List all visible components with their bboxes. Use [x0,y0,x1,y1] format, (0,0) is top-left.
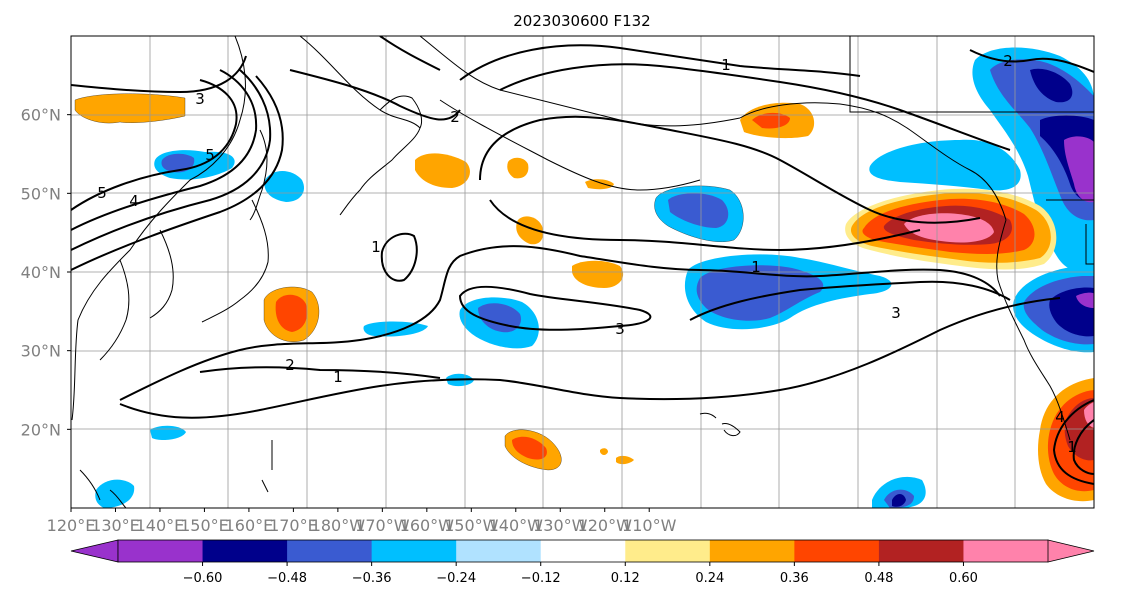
colorbar-swatch [709,540,795,562]
colorbar-swatch [878,540,964,562]
contour-label: 1 [333,368,343,386]
colorbar-swatch [118,540,204,562]
map-area [71,36,1094,508]
colorbar-tick-label: −0.24 [436,571,476,586]
latitude-ticks: 20°N 30°N 40°N 50°N 60°N [21,106,71,439]
contour-label: 1 [371,238,381,256]
colorbar-swatch [202,540,288,562]
colorbar-swatch [963,540,1049,562]
lon-tick-label: 110°W [622,516,677,535]
colorbar-tick-label: 0.24 [695,571,724,586]
lat-tick-label: 20°N [21,420,61,439]
lat-tick-label: 60°N [21,106,61,125]
colorbar-tick-label: 0.12 [611,571,640,586]
lon-tick-label: 120°E [47,516,96,535]
figure-title: 2023030600 F132 [513,12,650,30]
anomaly-fills [74,47,1094,508]
lon-tick-label: 180°W [311,516,366,535]
colorbar-swatch [456,540,542,562]
contour-label: 3 [615,320,625,338]
colorbar-tick-label: −0.48 [267,571,307,586]
contour-label: 5 [97,184,107,202]
lon-tick-label: 150°E [180,516,229,535]
colorbar-tick-label: 0.36 [780,571,809,586]
lon-tick-label: 150°W [444,516,499,535]
lon-tick-label: 120°W [578,516,633,535]
contour-label: 5 [205,146,215,164]
contour-label: 2 [1003,52,1013,70]
colorbar-extend-high [1047,539,1095,563]
colorbar-swatch [794,540,880,562]
lon-tick-label: 130°E [91,516,140,535]
contour-lines [71,36,1094,485]
colorbar-swatch [540,540,626,562]
lon-tick-label: 130°W [533,516,588,535]
contour-label: 3 [891,304,901,322]
lon-tick-label: 170°E [269,516,318,535]
colorbar: −0.60 −0.48 −0.36 −0.24 −0.12 0.12 0.24 0.36 0.4… [70,539,1095,586]
colorbar-tick-label: 0.48 [864,571,893,586]
lat-tick-label: 40°N [21,263,61,282]
lon-tick-label: 170°W [355,516,410,535]
contour-label: 4 [129,192,139,210]
contour-label: 2 [285,356,295,374]
colorbar-tick-label: −0.60 [183,571,223,586]
contour-label: 1 [721,56,731,74]
contour-label: 4 [1055,408,1065,426]
lon-tick-label: 140°W [489,516,544,535]
colorbar-swatch [625,540,711,562]
contour-label: 2 [450,108,460,126]
contour-label: 3 [195,90,205,108]
contour-label: 1 [751,258,761,276]
colorbar-tick-label: −0.12 [521,571,561,586]
lon-tick-label: 160°W [400,516,455,535]
colorbar-swatch [287,540,373,562]
colorbar-swatch [371,540,457,562]
colorbar-frame [117,539,1049,563]
lat-tick-label: 50°N [21,184,61,203]
colorbar-tick-label: 0.60 [949,571,978,586]
colorbar-tick-label: −0.36 [352,571,392,586]
longitude-ticks: 120°E130°E140°E150°E160°E170°E180°W170°W… [47,508,677,535]
lon-tick-label: 160°E [225,516,274,535]
lon-tick-label: 140°E [136,516,185,535]
colorbar-extend-low [70,539,119,563]
lat-tick-label: 30°N [21,342,61,361]
gridlines [71,36,1094,508]
contour-label: 1 [1067,438,1077,456]
